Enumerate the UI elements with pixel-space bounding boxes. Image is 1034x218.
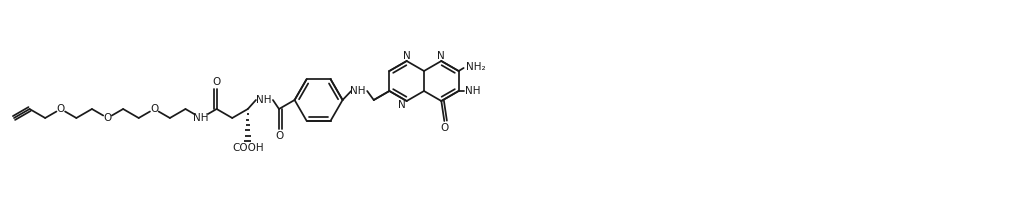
Text: N: N xyxy=(437,51,446,61)
Text: O: O xyxy=(440,123,449,133)
Text: O: O xyxy=(150,104,158,114)
Text: N: N xyxy=(398,100,405,110)
Text: O: O xyxy=(57,104,65,114)
Text: NH: NH xyxy=(255,95,271,105)
Text: COOH: COOH xyxy=(232,143,264,153)
Text: O: O xyxy=(103,113,112,123)
Text: NH: NH xyxy=(465,86,481,96)
Text: O: O xyxy=(275,131,283,141)
Text: NH: NH xyxy=(351,86,366,96)
Text: N: N xyxy=(403,51,410,61)
Text: O: O xyxy=(213,77,221,87)
Text: NH: NH xyxy=(193,113,209,123)
Text: NH₂: NH₂ xyxy=(466,62,485,72)
